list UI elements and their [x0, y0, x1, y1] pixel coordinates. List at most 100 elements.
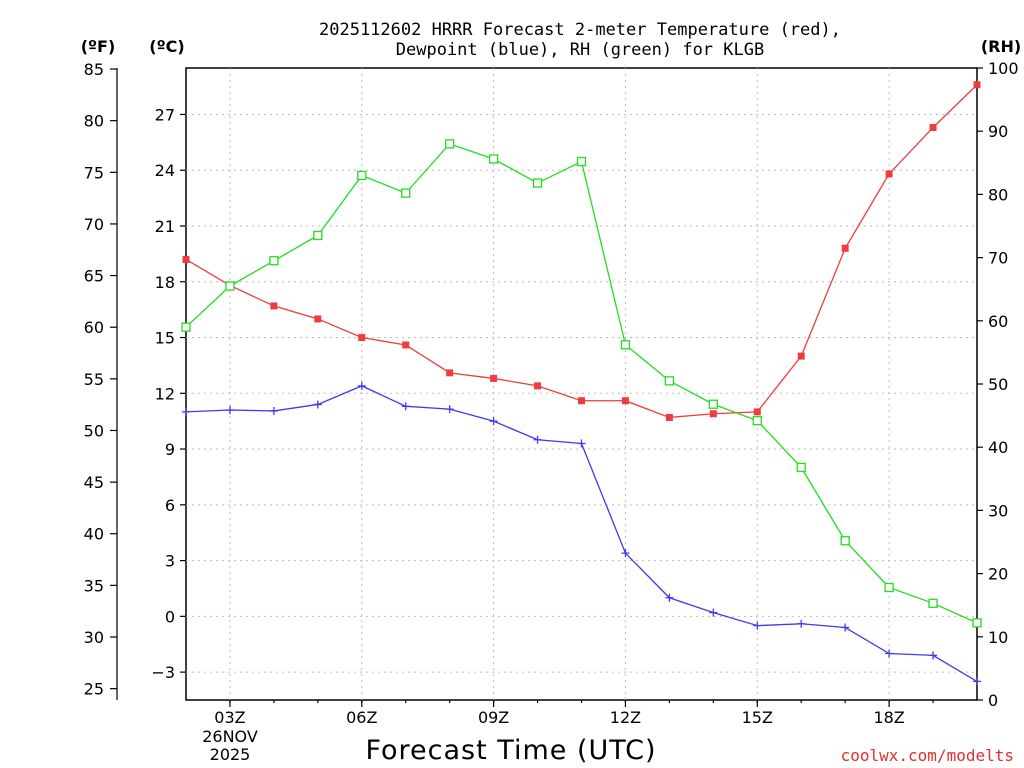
rh-tick-label: 90 [988, 122, 1008, 141]
celsius-axis-unit: (ºC) [149, 37, 184, 56]
2-meter-temperature-point [841, 244, 849, 252]
2-meter-temperature-point [534, 382, 542, 390]
fahrenheit-tick-label: 65 [84, 267, 104, 286]
fahrenheit-tick-label: 60 [84, 318, 104, 337]
celsius-tick-label: −3 [151, 663, 175, 682]
x-tick-label: 15Z [742, 708, 773, 727]
2-meter-temperature-point [314, 315, 322, 323]
fahrenheit-tick-label: 25 [84, 680, 104, 699]
rh-point [664, 376, 675, 386]
rh-tick-label: 70 [988, 249, 1008, 268]
chart-title-line-1: 2025112602 HRRR Forecast 2-meter Tempera… [319, 20, 841, 40]
fahrenheit-tick-label: 35 [84, 576, 104, 595]
dewpoint-point [445, 405, 454, 414]
rh-point [401, 188, 411, 198]
rh-point [181, 322, 191, 332]
dewpoint-point [885, 649, 894, 658]
2-meter-temperature-series [182, 81, 981, 421]
x-tick-label: 12Z [610, 708, 641, 727]
fahrenheit-tick-label: 70 [84, 215, 104, 234]
dewpoint-line [185, 385, 978, 682]
celsius-tick-label: 27 [155, 105, 175, 124]
celsius-tick-label: 15 [155, 329, 175, 348]
2-meter-temperature-point [358, 334, 366, 342]
rh-axis: 0 10 20 30 40 50 60 70 80 90 100 [977, 59, 1019, 710]
x-tick-label: 03Z [214, 708, 245, 727]
source-credit: coolwx.com/modelts [841, 746, 1014, 765]
rh-line [185, 143, 978, 624]
dewpoint-point [401, 402, 410, 411]
fahrenheit-tick-label: 75 [84, 163, 104, 182]
fahrenheit-tick-label: 80 [84, 112, 104, 131]
dewpoint-point [182, 407, 190, 416]
rh-tick-label: 60 [988, 312, 1008, 331]
rh-point [620, 340, 631, 350]
dewpoint-point [973, 677, 981, 686]
rh-tick-label: 0 [988, 691, 998, 710]
rh-point [532, 178, 543, 188]
2-meter-temperature-point [578, 397, 585, 405]
x-tick-label: 06Z [346, 708, 377, 727]
dewpoint-point [621, 549, 630, 558]
fahrenheit-tick-label: 85 [84, 60, 104, 79]
rh-tick-label: 50 [988, 375, 1008, 394]
celsius-tick-label: 3 [165, 552, 175, 571]
x-tick-label: 18Z [873, 708, 904, 727]
dewpoint-series [182, 381, 981, 686]
2-meter-temperature-point [885, 170, 893, 178]
rh-point [357, 170, 367, 181]
2-meter-temperature-point [797, 352, 805, 360]
2-meter-temperature-point [929, 123, 937, 131]
celsius-tick-label: 6 [165, 496, 175, 515]
2-meter-temperature-point [665, 413, 673, 421]
rh-point [488, 154, 499, 164]
dewpoint-point [841, 623, 850, 632]
rh-tick-label: 30 [988, 501, 1008, 520]
rh-axis-unit: (RH) [981, 37, 1021, 56]
rh-tick-label: 80 [988, 185, 1008, 204]
chart-title-line-2: Dewpoint (blue), RH (green) for KLGB [396, 40, 764, 60]
rh-point [708, 399, 718, 409]
2-meter-temperature-point [446, 369, 454, 377]
rh-point [576, 156, 587, 167]
fahrenheit-tick-label: 50 [84, 421, 104, 440]
x-axis-title: Forecast Time (UTC) [365, 735, 656, 766]
rh-point [884, 582, 894, 593]
2-meter-temperature-point [973, 81, 981, 89]
fahrenheit-tick-label: 45 [84, 473, 104, 492]
celsius-axis: −3 0 3 6 9 12 15 18 21 24 27 [151, 105, 186, 682]
rh-tick-label: 10 [988, 628, 1008, 647]
fahrenheit-axis-unit: (ºF) [81, 37, 116, 56]
dewpoint-point [665, 593, 674, 602]
2-meter-temperature-point [270, 302, 278, 310]
celsius-tick-label: 9 [165, 440, 175, 459]
dewpoint-point [797, 619, 806, 628]
rh-point [796, 462, 806, 473]
2-meter-temperature-point [402, 341, 410, 349]
data-series [181, 81, 982, 686]
fahrenheit-tick-label: 40 [84, 525, 104, 544]
dewpoint-point [357, 381, 366, 390]
dewpoint-point [489, 417, 498, 426]
fahrenheit-axis: 25 30 35 40 45 50 55 60 65 70 75 80 85 [84, 60, 118, 700]
x-tick-label: 09Z [478, 708, 509, 727]
celsius-tick-label: 0 [165, 607, 175, 626]
celsius-tick-label: 18 [155, 273, 175, 292]
rh-tick-label: 100 [988, 59, 1019, 78]
fahrenheit-tick-label: 30 [84, 628, 104, 647]
date-label-year: 2025 [210, 745, 251, 764]
dewpoint-point [709, 608, 718, 617]
rh-point [313, 230, 323, 241]
dewpoint-point [313, 400, 322, 409]
2-meter-temperature-point [709, 410, 717, 418]
rh-series [181, 139, 982, 628]
2-meter-temperature-point [182, 255, 190, 263]
rh-point [445, 139, 455, 149]
2-meter-temperature-point [621, 397, 629, 405]
celsius-tick-label: 21 [155, 217, 175, 236]
rh-point [225, 281, 235, 291]
rh-point [972, 618, 982, 628]
time-axis: 03Z 06Z 09Z 12Z 15Z 18Z [214, 700, 934, 727]
date-label-day: 26NOV [202, 727, 258, 746]
